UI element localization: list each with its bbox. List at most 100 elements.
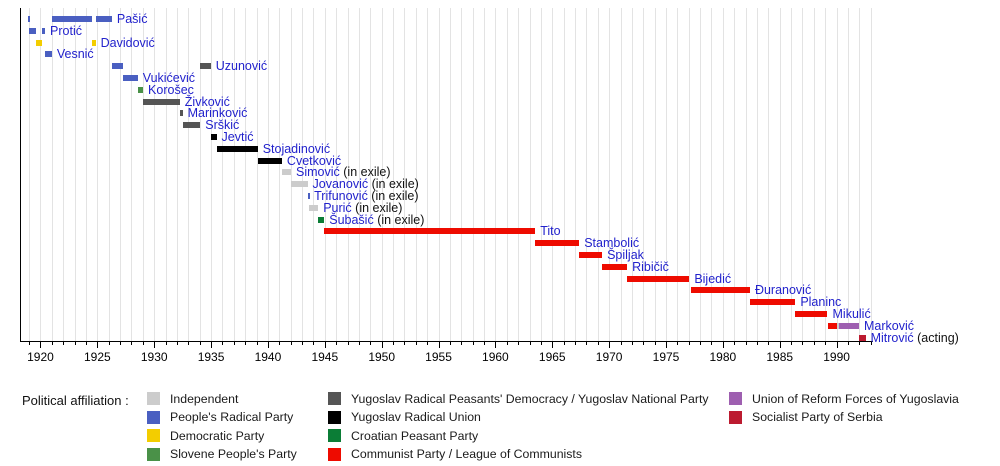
pm-name-link[interactable]: Stojadinović <box>262 141 331 156</box>
pm-label-suffix: (acting) <box>913 330 959 345</box>
pm-label-group: Vesnić <box>57 47 94 61</box>
pm-name-link[interactable]: Trifunović <box>314 189 368 203</box>
pm-name-link[interactable]: Ribičič <box>632 259 669 274</box>
gridline <box>233 8 235 341</box>
axis-tick-label: 1970 <box>595 350 623 364</box>
pm-name-link[interactable]: Purić <box>323 200 352 215</box>
legend-label: People's Radical Party <box>170 410 294 424</box>
legend-label: Yugoslav Radical Union <box>351 410 481 424</box>
pm-name-link[interactable]: Cvetković <box>286 153 342 168</box>
axis-minor-tick <box>404 342 406 345</box>
pm-name-link[interactable]: Marinković <box>187 106 248 121</box>
axis-minor-tick <box>63 342 65 345</box>
gridline <box>63 8 65 341</box>
pm-name-link[interactable]: Šubašić <box>329 212 374 227</box>
pm-name-link[interactable]: Vesnić <box>56 47 94 62</box>
term-bar <box>200 63 211 70</box>
axis-minor-tick <box>142 342 144 345</box>
gridline <box>131 8 133 341</box>
gridline <box>97 8 99 341</box>
axis-minor-tick <box>768 342 770 345</box>
pm-label-group: Trifunović (in exile) <box>314 189 418 203</box>
pm-name-link[interactable]: Mitrović <box>870 330 914 345</box>
axis-minor-tick <box>472 342 474 345</box>
gridline <box>631 8 633 341</box>
gridline <box>449 8 451 341</box>
pm-name-link[interactable]: Jovanović <box>312 177 369 192</box>
pm-name-link[interactable]: Tito <box>540 224 561 239</box>
pm-label-group: Planinc <box>800 295 841 309</box>
axis-minor-tick <box>279 342 281 345</box>
gridline <box>222 8 224 341</box>
pm-name-link[interactable]: Stambolić <box>584 236 640 251</box>
term-bar <box>291 181 308 188</box>
gridline <box>734 8 736 341</box>
axis-major-tick <box>381 342 383 348</box>
axis-major-tick <box>154 342 156 348</box>
gridline <box>438 8 440 341</box>
pm-name-link[interactable]: Protić <box>50 23 82 38</box>
axis-major-tick <box>97 342 99 348</box>
axis-minor-tick <box>870 342 872 345</box>
axis-tick-label: 1985 <box>766 350 794 364</box>
gridline <box>279 8 281 341</box>
gridline <box>700 8 702 341</box>
axis-minor-tick <box>688 342 690 345</box>
term-bar <box>182 122 201 129</box>
pm-name-link[interactable]: Planinc <box>800 295 842 310</box>
pm-name-link[interactable]: Vukićević <box>142 71 196 85</box>
pm-label-group: Jevtić <box>222 130 254 144</box>
pm-name-link[interactable]: Marković <box>864 318 915 333</box>
pm-name-link[interactable]: Pašić <box>116 12 148 26</box>
term-bar <box>839 322 859 329</box>
axis-minor-tick <box>120 342 122 345</box>
pm-label-group: Stambolić <box>584 236 639 250</box>
axis-minor-tick <box>302 342 304 345</box>
axis-minor-tick <box>586 342 588 345</box>
gridline <box>472 8 474 341</box>
gridline <box>142 8 144 341</box>
pm-name-link[interactable]: Đuranović <box>754 283 812 298</box>
gridline <box>256 8 258 341</box>
pm-name-link[interactable]: Živković <box>184 94 230 109</box>
gridline <box>643 8 645 341</box>
gridline <box>847 8 849 341</box>
term-bar <box>28 27 37 34</box>
axis-major-tick <box>267 342 269 348</box>
axis-minor-tick <box>85 342 87 345</box>
legend-column: Union of Reform Forces of Yugoslavia Soci… <box>729 392 959 429</box>
axis-major-tick <box>438 342 440 348</box>
pm-name-link[interactable]: Uzunović <box>215 59 268 74</box>
axis-tick-label: 1940 <box>254 350 282 364</box>
pm-name-link[interactable]: Bijedić <box>694 271 732 286</box>
axis-major-tick <box>609 342 611 348</box>
pm-name-link[interactable]: Jevtić <box>221 130 254 144</box>
gridline <box>120 8 122 341</box>
pm-label-group: Jovanović (in exile) <box>313 177 419 191</box>
pm-name-link[interactable]: Davidović <box>100 35 155 50</box>
axis-minor-tick <box>620 342 622 345</box>
gridline <box>495 8 497 341</box>
gridline <box>768 8 770 341</box>
pm-name-link[interactable]: Srškić <box>205 118 240 133</box>
axis-minor-tick <box>643 342 645 345</box>
pm-name-link[interactable]: Simović <box>296 165 340 180</box>
pm-label-suffix: (in exile) <box>367 189 419 203</box>
gridline <box>688 8 690 341</box>
gridline <box>313 8 315 341</box>
pm-name-link[interactable]: Korošec <box>148 82 194 97</box>
gridline <box>518 8 520 341</box>
axis-major-tick <box>495 342 497 348</box>
gridline <box>506 8 508 341</box>
axis-major-tick <box>211 342 213 348</box>
pm-label-group: Šubašić (in exile) <box>329 213 424 227</box>
pm-name-link[interactable]: Mikulić <box>832 307 871 321</box>
axis-minor-tick <box>597 342 599 345</box>
pm-name-link[interactable]: Špiljak <box>607 248 644 262</box>
legend-label: Yugoslav Radical Peasants' Democracy / Y… <box>351 391 709 406</box>
pm-label-group: Korošec <box>148 83 194 97</box>
gridline <box>484 8 486 341</box>
gridline <box>711 8 713 341</box>
gridline <box>290 8 292 341</box>
axis-major-tick <box>779 342 781 348</box>
